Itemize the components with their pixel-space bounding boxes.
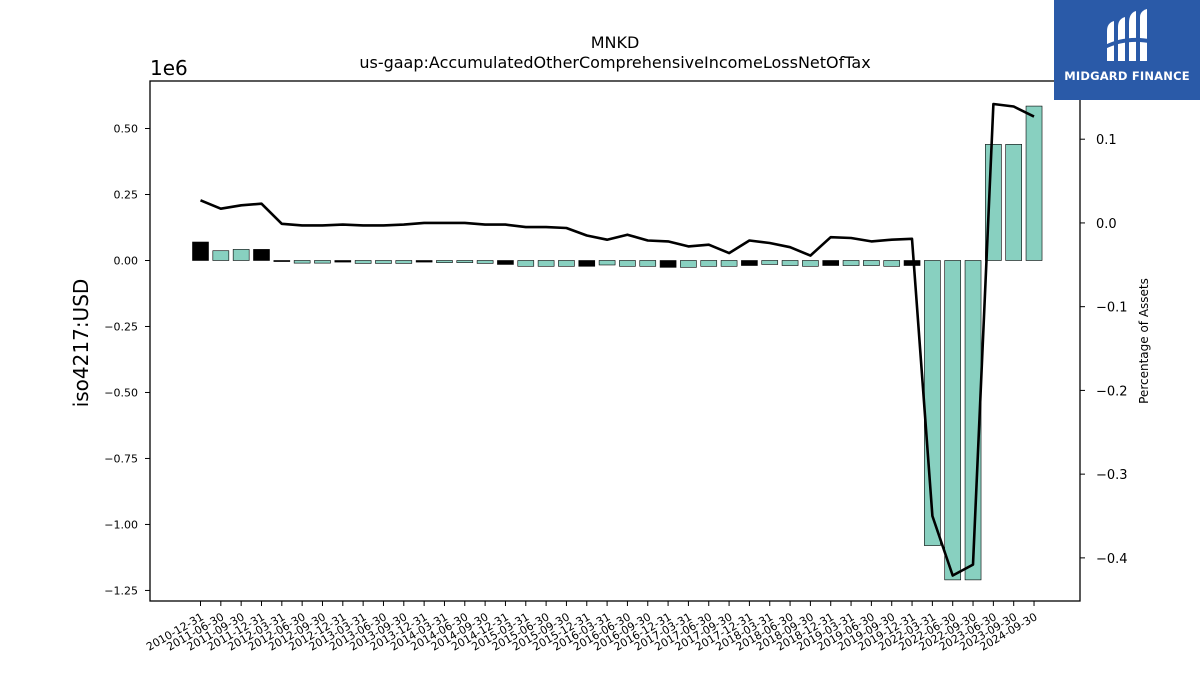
y-tick-label: −0.75	[104, 452, 138, 465]
bar-2012-06-30	[293, 260, 311, 264]
percentage-line	[200, 102, 1035, 577]
chart-title: MNKD	[591, 33, 640, 52]
y2-tick-label: 0.1	[1096, 133, 1117, 148]
y-tick-label: −1.00	[104, 518, 138, 531]
y-tick-label: −0.50	[104, 386, 138, 399]
bar-2013-06-30	[375, 260, 392, 264]
bars-group	[192, 105, 1043, 581]
y-tick-label: 0.50	[114, 123, 139, 136]
bar-2013-12-31	[415, 260, 433, 263]
chart-subtitle: us-gaap:AccumulatedOtherComprehensiveInc…	[359, 53, 870, 72]
axes-group: 0.50 0.25 0.00 −0.25 −0.50 −0.75 −1.00 −1.25 0.1…	[104, 80, 1128, 654]
bar-2018-03-31	[761, 260, 779, 265]
bar-2019-06-30	[863, 260, 880, 266]
y2-tick-label: −0.1	[1096, 301, 1128, 316]
bar-2023-09-30	[1005, 144, 1023, 261]
y2-tick-label: 0.0	[1096, 217, 1117, 232]
bar-2014-03-31	[436, 260, 453, 263]
y2-tick-label: −0.3	[1096, 468, 1128, 483]
y-offset-label: 1e6	[150, 56, 188, 80]
bar-2011-06-30	[212, 250, 230, 261]
bar-2017-12-31	[741, 260, 758, 266]
midgard-logo-icon	[1105, 9, 1149, 61]
bar-2012-09-30	[314, 260, 331, 264]
bar-2018-09-30	[802, 260, 819, 267]
bar-2016-03-31	[598, 260, 616, 266]
y-tick-label: 0.25	[114, 189, 139, 202]
bar-2014-12-31	[497, 260, 514, 265]
bar-2011-12-31	[253, 249, 270, 261]
bar-2017-09-30	[720, 260, 738, 267]
bar-2024-09-30	[1025, 105, 1043, 261]
bar-2022-06-30	[944, 260, 962, 581]
bar-2014-09-30	[476, 260, 494, 264]
y-tick-label: 0.00	[114, 254, 139, 267]
bar-2016-06-30	[619, 260, 636, 267]
bar-2019-03-31	[842, 260, 860, 266]
bar-2017-06-30	[700, 260, 718, 267]
y2-axis-label: Percentage of Assets	[1137, 278, 1151, 404]
y-axis-label: iso4217:USD	[69, 279, 93, 408]
bar-2019-12-31	[903, 260, 921, 266]
bar-2012-12-31	[334, 260, 352, 263]
bar-2010-12-31	[192, 241, 209, 261]
y2-tick-label: −0.4	[1096, 552, 1128, 567]
y2-tick-label: −0.2	[1096, 384, 1128, 399]
bar-2018-06-30	[781, 260, 799, 266]
bar-2013-03-31	[354, 260, 372, 264]
bar-2016-09-30	[639, 260, 657, 267]
bar-2012-03-31	[273, 260, 291, 262]
bar-2019-09-30	[883, 260, 901, 267]
bar-2016-12-31	[659, 260, 677, 268]
bar-2015-12-31	[578, 260, 596, 267]
y-tick-label: −0.25	[104, 320, 138, 333]
bar-2015-06-30	[537, 260, 555, 267]
logo-text: MIDGARD FINANCE	[1064, 69, 1190, 83]
line-group	[200, 102, 1035, 577]
midgard-finance-logo: MIDGARD FINANCE	[1054, 0, 1200, 100]
bar-2014-06-30	[456, 260, 474, 263]
bar-2013-09-30	[395, 260, 413, 264]
bar-2017-03-31	[680, 260, 697, 268]
bar-2015-03-31	[517, 260, 535, 267]
plot-frame	[149, 80, 1081, 602]
bar-2011-09-30	[232, 249, 250, 261]
bar-2018-12-31	[822, 260, 840, 266]
bar-2015-09-30	[558, 260, 575, 267]
y-tick-label: −1.25	[104, 584, 138, 597]
